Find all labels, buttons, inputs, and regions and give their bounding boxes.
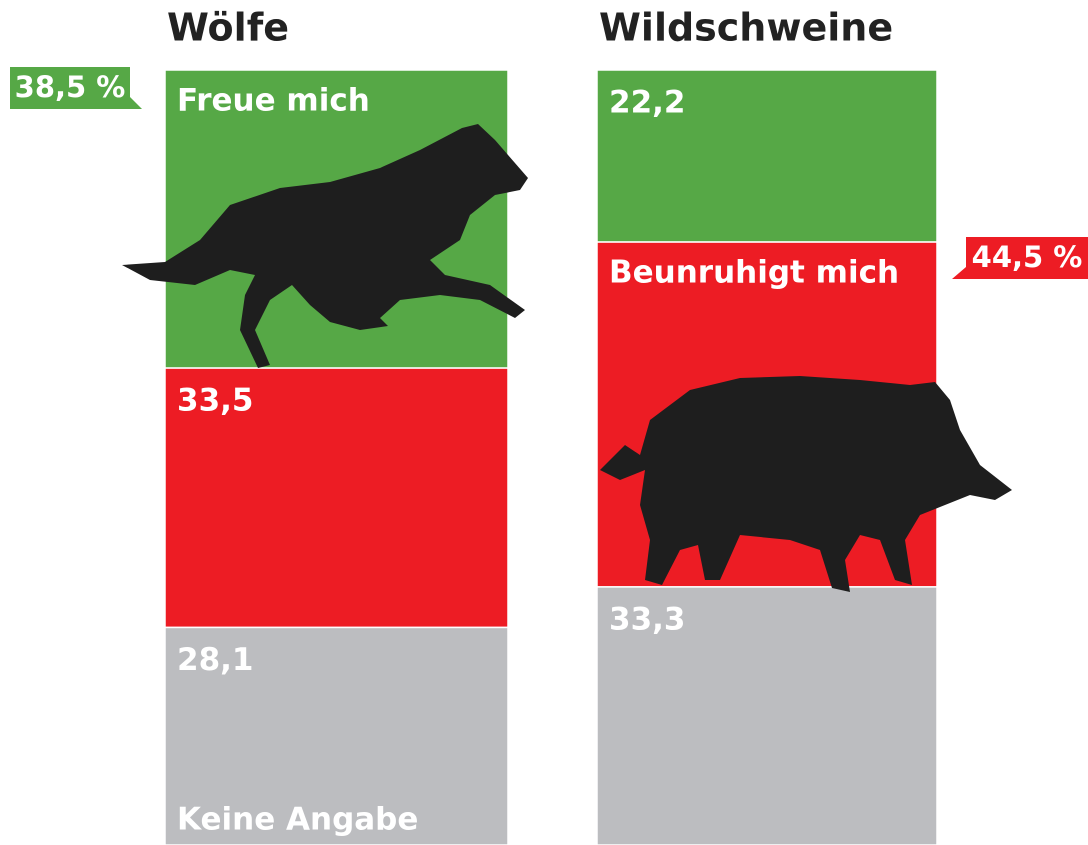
value-label: 33,5 (177, 383, 254, 419)
value-label: 38,5 % (15, 70, 126, 104)
value-label: 33,3 (609, 601, 686, 637)
column-title: Wölfe (167, 6, 289, 50)
column-title: Wildschweine (599, 6, 893, 50)
series-name: Keine Angabe (177, 802, 418, 838)
series-name: Freue mich (177, 83, 370, 119)
chart: Wölfe 38,5 % Freue mich 33,5 28,1 Keine Angab… (0, 0, 1088, 845)
value-label: 44,5 % (972, 240, 1083, 274)
series-name: Beunruhigt mich (609, 255, 899, 291)
value-label: 28,1 (177, 642, 254, 678)
value-label: 22,2 (609, 85, 686, 121)
